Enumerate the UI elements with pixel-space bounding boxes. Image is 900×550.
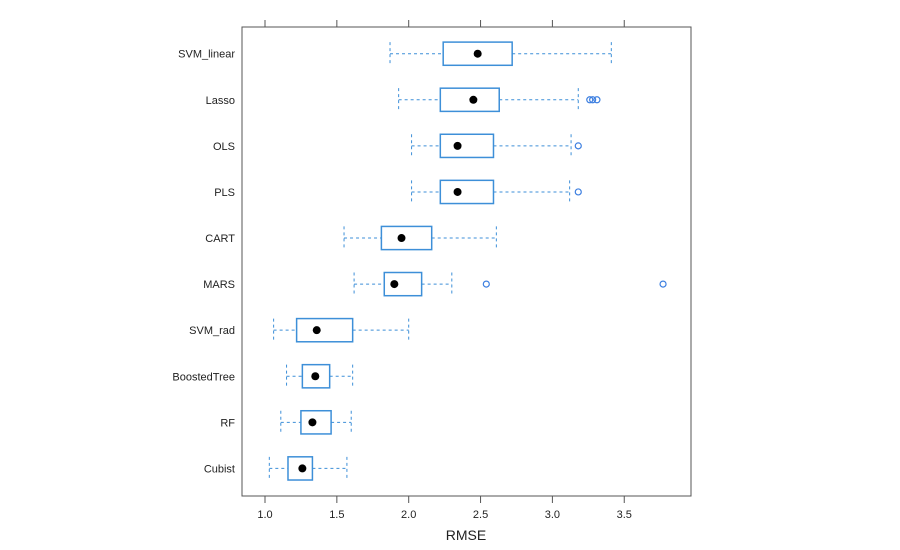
- x-axis-label: RMSE: [446, 527, 486, 543]
- outlier-point: [482, 280, 490, 288]
- x-tick-label: 3.0: [545, 509, 560, 521]
- median-dot: [469, 95, 478, 104]
- median-dot: [397, 234, 406, 243]
- outlier-point: [574, 142, 582, 150]
- median-dot: [453, 187, 462, 196]
- x-tick-label: 2.5: [473, 509, 488, 521]
- x-tick-label: 2.0: [401, 509, 416, 521]
- x-tick-label: 1.0: [257, 509, 272, 521]
- median-dot: [390, 280, 399, 289]
- outlier-point: [589, 96, 597, 104]
- median-dot: [298, 464, 307, 473]
- category-label: SVM_linear: [178, 49, 235, 61]
- median-dot: [453, 141, 462, 150]
- box-iqr: [439, 179, 495, 205]
- category-label: SVM_rad: [189, 325, 235, 337]
- category-label: OLS: [213, 141, 235, 153]
- category-label: RF: [220, 417, 235, 429]
- box-iqr: [380, 225, 433, 251]
- x-tick-label: 1.5: [329, 509, 344, 521]
- median-dot: [311, 372, 320, 381]
- outlier-point: [593, 96, 601, 104]
- category-label: Lasso: [206, 95, 235, 107]
- plot-frame: [241, 26, 692, 497]
- category-label: CART: [205, 233, 235, 245]
- box-iqr: [439, 133, 495, 159]
- box-iqr: [295, 317, 354, 343]
- median-dot: [473, 49, 482, 58]
- outlier-point: [586, 96, 594, 104]
- category-label: BoostedTree: [172, 371, 235, 383]
- category-label: PLS: [214, 187, 235, 199]
- median-dot: [312, 326, 321, 335]
- outlier-point: [659, 280, 667, 288]
- median-dot: [308, 418, 317, 427]
- category-label: MARS: [203, 279, 235, 291]
- box-iqr: [383, 271, 423, 297]
- x-tick-label: 3.5: [617, 509, 632, 521]
- outlier-point: [574, 188, 582, 196]
- category-label: Cubist: [204, 463, 235, 475]
